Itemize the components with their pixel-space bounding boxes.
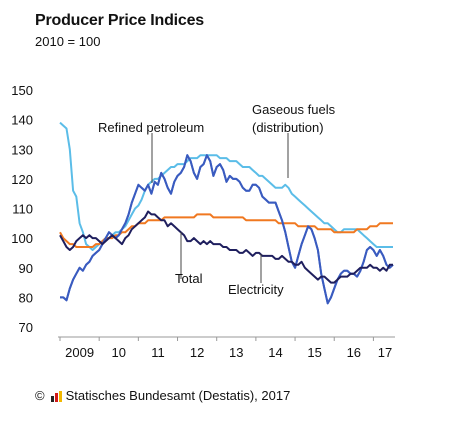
annotation-gaseous-fuels: Gaseous fuels [252,102,336,117]
y-tick-label: 80 [19,290,33,305]
annotation-electricity: Electricity [228,282,284,297]
series-line-gaseous-fuels-distribution [59,121,393,251]
y-tick-label: 140 [11,113,33,128]
chart-title: Producer Price Indices [35,12,205,29]
x-tick-label: 14 [268,345,282,360]
x-tick-label: 11 [151,345,165,360]
x-tick-label: 15 [307,345,321,360]
x-tick-label: 12 [190,345,204,360]
series-line-total [59,210,393,284]
chart-subtitle: 2010 = 100 [35,34,101,49]
x-axis: 2009 10 11 12 13 14 15 16 17 [58,336,395,360]
x-tick-label: 16 [347,345,361,360]
y-axis: 70 80 90 100 110 120 130 140 150 [11,83,33,335]
series-line-consumer-goods [59,213,393,248]
y-tick-label: 70 [19,320,33,335]
y-tick-label: 90 [19,261,33,276]
source-footer: © Statisches Bundesamt (Destatis), 2017 [35,388,290,403]
annotation-layer: Refined petroleum Gaseous fuels (distribut… [98,102,336,297]
y-tick-label: 100 [11,231,33,246]
x-tick-label: 13 [229,345,243,360]
y-tick-label: 120 [11,172,33,187]
x-tick-label: 2009 [65,345,94,360]
x-tick-label: 17 [378,345,392,360]
x-tick-label: 10 [112,345,126,360]
source-text: Statisches Bundesamt (Destatis), 2017 [65,388,291,403]
y-tick-label: 110 [12,202,33,217]
y-tick-label: 150 [11,83,33,98]
series-layer [59,121,394,305]
y-tick-label: 130 [11,142,33,157]
annotation-refined-petroleum: Refined petroleum [98,120,204,135]
annotation-total: Total [175,271,203,286]
destatis-logo-icon [49,390,63,402]
copyright-symbol: © [35,388,45,403]
annotation-gaseous-fuels-distribution: (distribution) [252,120,324,135]
